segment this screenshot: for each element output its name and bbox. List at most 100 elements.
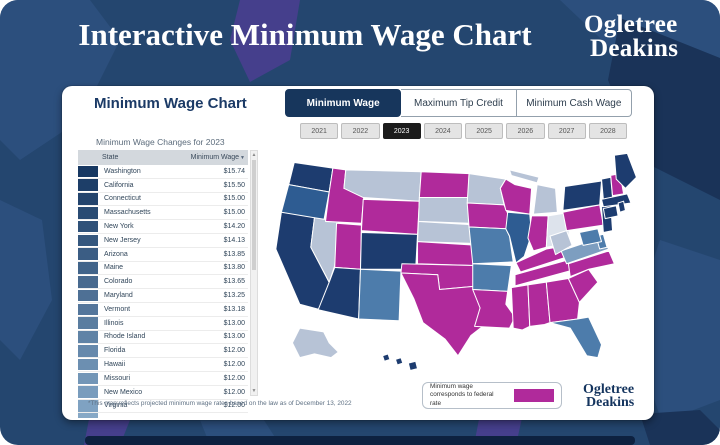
state-color-swatch: [78, 331, 98, 343]
table-row-maryland[interactable]: Maryland $13.25: [78, 289, 248, 303]
state-MD[interactable]: [578, 228, 603, 246]
state-name: Missouri: [104, 374, 131, 382]
year-tab-2021[interactable]: 2021: [300, 123, 339, 139]
wage-value: $12.00: [223, 374, 245, 382]
state-GA[interactable]: [545, 277, 580, 324]
state-AZ[interactable]: [317, 266, 361, 320]
table-row-maine[interactable]: Maine $13.80: [78, 262, 248, 276]
state-name: New Jersey: [104, 236, 141, 244]
wage-value: $13.85: [223, 250, 245, 258]
state-ND[interactable]: [418, 171, 470, 199]
state-LA[interactable]: [472, 289, 516, 329]
table-row-florida[interactable]: Florida $12.00: [78, 344, 248, 359]
column-header-state[interactable]: State: [102, 154, 119, 161]
state-AK[interactable]: [291, 327, 339, 359]
state-color-swatch: [78, 193, 98, 205]
state-H3[interactable]: [407, 360, 419, 371]
table-row-new-york[interactable]: New York $14.20: [78, 220, 248, 234]
table-row-vermont[interactable]: Vermont $13.18: [78, 303, 248, 317]
card-heading: Minimum Wage Chart: [94, 95, 247, 112]
scrollbar-thumb[interactable]: [252, 160, 256, 270]
state-color-swatch: [78, 234, 98, 247]
state-IN[interactable]: [527, 215, 549, 252]
table-row-connecticut[interactable]: Connecticut $15.00: [78, 193, 248, 207]
state-name: New York: [104, 223, 134, 231]
state-MS[interactable]: [510, 284, 531, 331]
state-name: California: [104, 181, 134, 189]
state-KS[interactable]: [417, 241, 479, 267]
scroll-up-icon[interactable]: ▲: [251, 152, 257, 158]
state-MO[interactable]: [468, 226, 514, 265]
state-IA[interactable]: [466, 202, 511, 230]
state-color-swatch: [78, 345, 98, 357]
table-row-illinois[interactable]: Illinois $13.00: [78, 317, 248, 331]
state-name: Maine: [104, 264, 124, 272]
year-tab-2025[interactable]: 2025: [465, 123, 504, 139]
state-MI[interactable]: [532, 184, 558, 215]
sort-desc-icon[interactable]: ▼: [240, 154, 245, 161]
tab-minimum-cash-wage[interactable]: Minimum Cash Wage: [516, 89, 632, 117]
table-row-new-jersey[interactable]: New Jersey $14.13: [78, 234, 248, 248]
scroll-down-icon[interactable]: ▼: [251, 388, 257, 394]
state-color-swatch: [78, 358, 98, 371]
year-tab-2022[interactable]: 2022: [341, 123, 380, 139]
tab-minimum-wage[interactable]: Minimum Wage: [285, 89, 402, 117]
table-row-virginia[interactable]: Virginia $12.00: [78, 400, 248, 414]
state-CT[interactable]: [602, 205, 619, 220]
state-NC[interactable]: [567, 250, 615, 278]
state-FL[interactable]: [549, 316, 603, 359]
state-H2[interactable]: [394, 357, 404, 366]
view-tabs: Minimum Wage Maximum Tip Credit Minimum Ca…: [285, 89, 632, 117]
wage-value: $15.00: [223, 195, 245, 203]
table-header[interactable]: State Minimum Wage ▼: [78, 150, 248, 165]
state-WY[interactable]: [360, 198, 420, 235]
table-row-rhode-island[interactable]: Rhode Island $13.00: [78, 331, 248, 345]
state-WI[interactable]: [499, 178, 533, 215]
table-row-new-mexico[interactable]: New Mexico $12.00: [78, 386, 248, 400]
wage-value: $12.00: [223, 402, 245, 410]
state-MU[interactable]: [509, 169, 540, 184]
year-tab-2026[interactable]: 2026: [506, 123, 545, 139]
state-SD[interactable]: [417, 197, 470, 224]
wage-value: $14.13: [223, 236, 245, 244]
state-color-swatch: [78, 372, 98, 385]
state-H1[interactable]: [382, 353, 391, 362]
table-row-washington[interactable]: Washington $15.74: [78, 165, 248, 179]
state-WV[interactable]: [549, 230, 573, 256]
table-scrollbar[interactable]: ▲ ▼: [250, 150, 258, 396]
wage-table: State Minimum Wage ▼ Washington $15.74 Cal…: [78, 150, 248, 419]
table-row-california[interactable]: California $15.50: [78, 179, 248, 193]
wage-value: $13.25: [223, 292, 245, 300]
brand-logo: Ogletree Deakins: [584, 11, 678, 60]
wage-value: $12.00: [223, 361, 245, 369]
wage-value: $15.74: [223, 167, 245, 175]
state-AL[interactable]: [527, 281, 551, 327]
year-tab-2023[interactable]: 2023: [382, 123, 421, 139]
legend-label: Minimum wage corresponds to federal rate: [430, 383, 494, 407]
state-AR[interactable]: [472, 263, 512, 292]
year-tab-2028[interactable]: 2028: [588, 123, 627, 139]
tab-maximum-tip-credit[interactable]: Maximum Tip Credit: [401, 89, 517, 117]
state-RI[interactable]: [617, 200, 626, 213]
table-body: Washington $15.74 California $15.50 Connecti…: [78, 165, 248, 414]
state-color-swatch: [78, 248, 98, 260]
state-name: Colorado: [104, 278, 133, 286]
year-tab-2027[interactable]: 2027: [547, 123, 586, 139]
state-MT[interactable]: [343, 169, 422, 202]
year-tab-2024[interactable]: 2024: [423, 123, 462, 139]
column-header-wage[interactable]: Minimum Wage ▼: [190, 154, 245, 161]
state-name: Connecticut: [104, 195, 141, 203]
table-row-clipped[interactable]: [78, 413, 248, 419]
table-row-massachusetts[interactable]: Massachusetts $15.00: [78, 206, 248, 221]
state-NM[interactable]: [358, 268, 402, 322]
brand-line1: Ogletree: [584, 11, 678, 38]
state-IL[interactable]: [505, 211, 533, 264]
state-name: Hawaii: [104, 361, 126, 369]
state-ME[interactable]: [613, 152, 637, 189]
table-row-arizona[interactable]: Arizona $13.85: [78, 248, 248, 262]
table-row-colorado[interactable]: Colorado $13.65: [78, 275, 248, 290]
state-UT[interactable]: [334, 222, 362, 270]
state-NY[interactable]: [562, 180, 603, 211]
table-row-missouri[interactable]: Missouri $12.00: [78, 372, 248, 386]
table-row-hawaii[interactable]: Hawaii $12.00: [78, 358, 248, 372]
